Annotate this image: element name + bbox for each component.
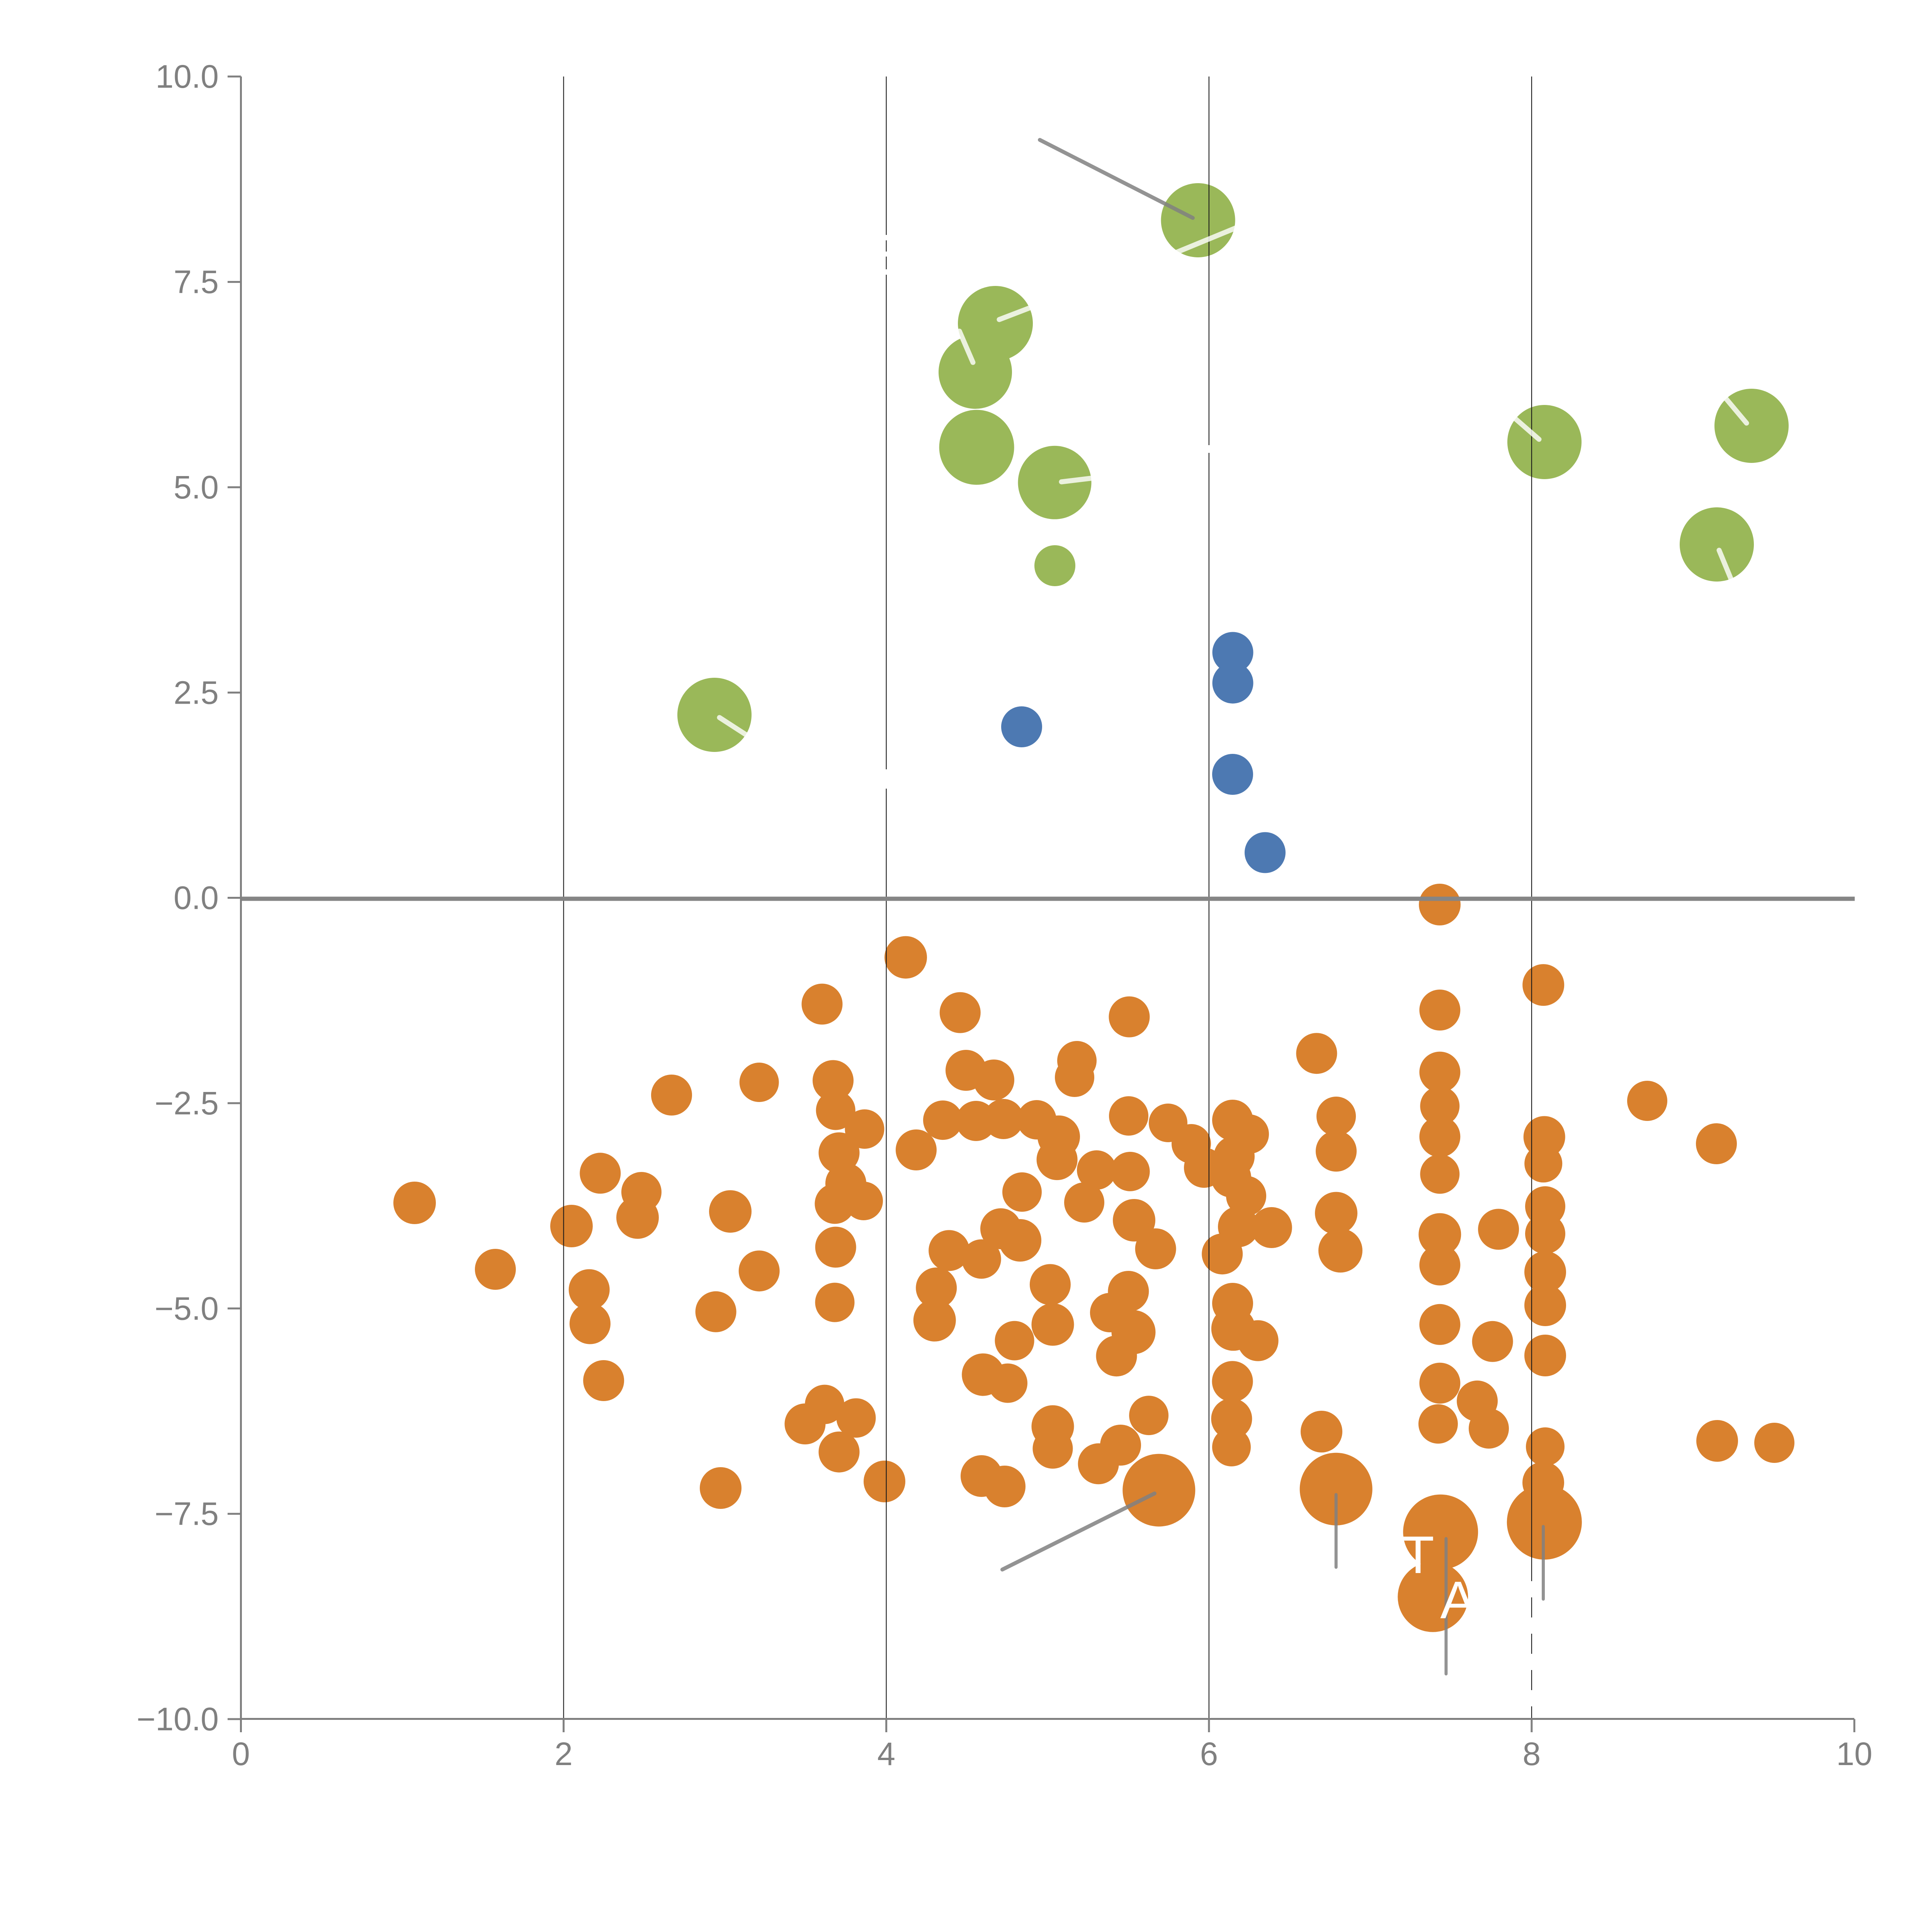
svg-text:8: 8 bbox=[1523, 1736, 1541, 1772]
svg-text:2: 2 bbox=[554, 1736, 573, 1772]
svg-text:2.5: 2.5 bbox=[173, 674, 219, 711]
svg-text:−10.0: −10.0 bbox=[136, 1701, 219, 1737]
svg-text:0: 0 bbox=[232, 1736, 250, 1772]
svg-text:0.0: 0.0 bbox=[173, 880, 219, 916]
svg-text:−7.5: −7.5 bbox=[155, 1496, 219, 1532]
svg-text:10.0: 10.0 bbox=[156, 58, 219, 95]
svg-text:−2.5: −2.5 bbox=[155, 1085, 219, 1121]
svg-text:T: T bbox=[1402, 1526, 1434, 1585]
svg-text:−5.0: −5.0 bbox=[155, 1290, 219, 1327]
svg-text:7.5: 7.5 bbox=[173, 264, 219, 300]
svg-text:10: 10 bbox=[1836, 1736, 1872, 1772]
svg-text:A: A bbox=[1440, 1571, 1476, 1630]
svg-text:4: 4 bbox=[877, 1736, 895, 1772]
svg-text:5.0: 5.0 bbox=[173, 469, 219, 505]
svg-text:6: 6 bbox=[1200, 1736, 1218, 1772]
